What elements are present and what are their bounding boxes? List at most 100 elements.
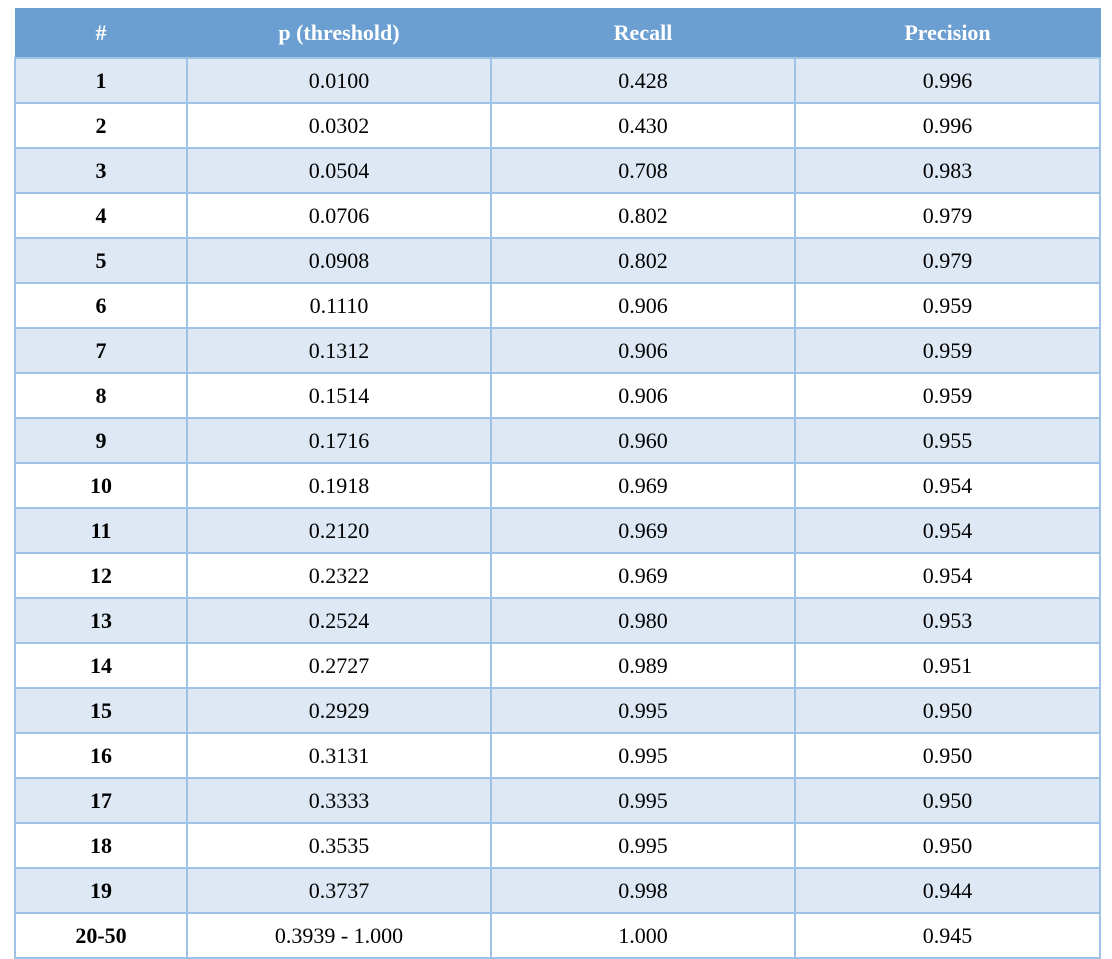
row-index-cell: 4 xyxy=(14,192,188,239)
table-row: 20-50 0.3939 - 1.000 1.000 0.945 xyxy=(14,912,1101,959)
precision-cell: 0.959 xyxy=(794,327,1101,374)
precision-cell: 0.996 xyxy=(794,102,1101,149)
precision-cell: 0.953 xyxy=(794,597,1101,644)
recall-cell: 0.708 xyxy=(490,147,796,194)
precision-cell: 0.954 xyxy=(794,507,1101,554)
row-index-cell: 5 xyxy=(14,237,188,284)
threshold-cell: 0.1716 xyxy=(186,417,492,464)
table-row: 1 0.0100 0.428 0.996 xyxy=(14,57,1101,104)
recall-cell: 0.430 xyxy=(490,102,796,149)
row-index-cell: 20-50 xyxy=(14,912,188,959)
recall-cell: 0.960 xyxy=(490,417,796,464)
precision-cell: 0.979 xyxy=(794,237,1101,284)
recall-cell: 0.906 xyxy=(490,282,796,329)
row-index-cell: 6 xyxy=(14,282,188,329)
threshold-cell: 0.3333 xyxy=(186,777,492,824)
precision-cell: 0.954 xyxy=(794,552,1101,599)
precision-cell: 0.979 xyxy=(794,192,1101,239)
header-threshold: p (threshold) xyxy=(186,8,492,59)
table-row: 6 0.1110 0.906 0.959 xyxy=(14,282,1101,329)
recall-cell: 0.980 xyxy=(490,597,796,644)
header-row: # p (threshold) Recall Precision xyxy=(14,8,1101,59)
recall-cell: 0.802 xyxy=(490,237,796,284)
table-row: 10 0.1918 0.969 0.954 xyxy=(14,462,1101,509)
recall-cell: 0.995 xyxy=(490,822,796,869)
recall-cell: 0.989 xyxy=(490,642,796,689)
row-index-cell: 15 xyxy=(14,687,188,734)
table-row: 7 0.1312 0.906 0.959 xyxy=(14,327,1101,374)
row-index-cell: 18 xyxy=(14,822,188,869)
table-row: 5 0.0908 0.802 0.979 xyxy=(14,237,1101,284)
table-row: 19 0.3737 0.998 0.944 xyxy=(14,867,1101,914)
threshold-results-table: # p (threshold) Recall Precision 1 0.0100… xyxy=(14,8,1101,959)
table-row: 17 0.3333 0.995 0.950 xyxy=(14,777,1101,824)
threshold-cell: 0.0302 xyxy=(186,102,492,149)
row-index-cell: 13 xyxy=(14,597,188,644)
precision-cell: 0.950 xyxy=(794,822,1101,869)
threshold-cell: 0.3535 xyxy=(186,822,492,869)
threshold-cell: 0.0908 xyxy=(186,237,492,284)
table-row: 11 0.2120 0.969 0.954 xyxy=(14,507,1101,554)
header-recall: Recall xyxy=(490,8,796,59)
recall-cell: 1.000 xyxy=(490,912,796,959)
table-row: 15 0.2929 0.995 0.950 xyxy=(14,687,1101,734)
recall-cell: 0.906 xyxy=(490,327,796,374)
table-row: 8 0.1514 0.906 0.959 xyxy=(14,372,1101,419)
precision-cell: 0.951 xyxy=(794,642,1101,689)
row-index-cell: 17 xyxy=(14,777,188,824)
precision-cell: 0.945 xyxy=(794,912,1101,959)
table-row: 13 0.2524 0.980 0.953 xyxy=(14,597,1101,644)
threshold-cell: 0.2929 xyxy=(186,687,492,734)
table-row: 4 0.0706 0.802 0.979 xyxy=(14,192,1101,239)
threshold-cell: 0.0100 xyxy=(186,57,492,104)
threshold-cell: 0.0504 xyxy=(186,147,492,194)
precision-cell: 0.954 xyxy=(794,462,1101,509)
table-row: 18 0.3535 0.995 0.950 xyxy=(14,822,1101,869)
precision-cell: 0.983 xyxy=(794,147,1101,194)
precision-cell: 0.955 xyxy=(794,417,1101,464)
row-index-cell: 1 xyxy=(14,57,188,104)
recall-cell: 0.995 xyxy=(490,777,796,824)
recall-cell: 0.969 xyxy=(490,507,796,554)
row-index-cell: 2 xyxy=(14,102,188,149)
recall-cell: 0.998 xyxy=(490,867,796,914)
threshold-cell: 0.2322 xyxy=(186,552,492,599)
threshold-cell: 0.3737 xyxy=(186,867,492,914)
recall-cell: 0.995 xyxy=(490,687,796,734)
precision-cell: 0.950 xyxy=(794,732,1101,779)
recall-cell: 0.906 xyxy=(490,372,796,419)
precision-cell: 0.944 xyxy=(794,867,1101,914)
threshold-cell: 0.2727 xyxy=(186,642,492,689)
precision-cell: 0.959 xyxy=(794,372,1101,419)
threshold-cell: 0.2120 xyxy=(186,507,492,554)
row-index-cell: 7 xyxy=(14,327,188,374)
row-index-cell: 9 xyxy=(14,417,188,464)
table-body: 1 0.0100 0.428 0.996 2 0.0302 0.430 0.996 3 0.050… xyxy=(14,57,1101,959)
precision-cell: 0.950 xyxy=(794,687,1101,734)
threshold-cell: 0.1110 xyxy=(186,282,492,329)
table-row: 16 0.3131 0.995 0.950 xyxy=(14,732,1101,779)
recall-cell: 0.969 xyxy=(490,552,796,599)
precision-cell: 0.950 xyxy=(794,777,1101,824)
row-index-cell: 3 xyxy=(14,147,188,194)
threshold-cell: 0.2524 xyxy=(186,597,492,644)
recall-cell: 0.428 xyxy=(490,57,796,104)
row-index-cell: 14 xyxy=(14,642,188,689)
recall-cell: 0.969 xyxy=(490,462,796,509)
threshold-cell: 0.1312 xyxy=(186,327,492,374)
recall-cell: 0.995 xyxy=(490,732,796,779)
row-index-cell: 10 xyxy=(14,462,188,509)
row-index-cell: 11 xyxy=(14,507,188,554)
header-index: # xyxy=(14,8,188,59)
row-index-cell: 8 xyxy=(14,372,188,419)
threshold-cell: 0.3939 - 1.000 xyxy=(186,912,492,959)
row-index-cell: 12 xyxy=(14,552,188,599)
table-row: 2 0.0302 0.430 0.996 xyxy=(14,102,1101,149)
threshold-cell: 0.1918 xyxy=(186,462,492,509)
threshold-cell: 0.1514 xyxy=(186,372,492,419)
table-row: 14 0.2727 0.989 0.951 xyxy=(14,642,1101,689)
table-header: # p (threshold) Recall Precision xyxy=(14,8,1101,59)
recall-cell: 0.802 xyxy=(490,192,796,239)
row-index-cell: 19 xyxy=(14,867,188,914)
table-row: 12 0.2322 0.969 0.954 xyxy=(14,552,1101,599)
